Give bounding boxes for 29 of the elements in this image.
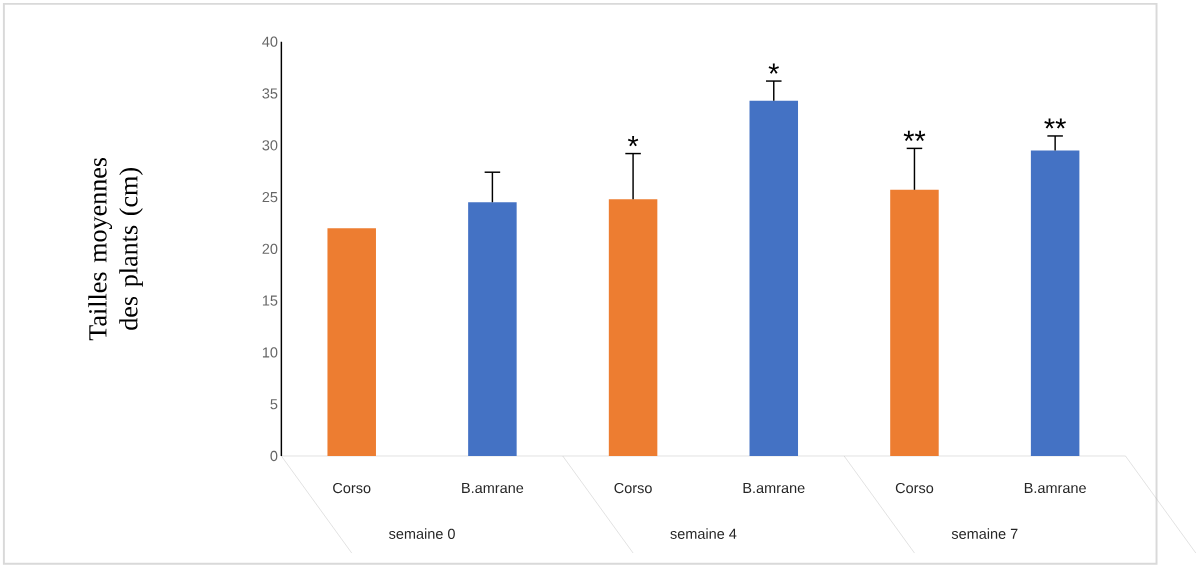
bar [890,190,939,457]
y-tick-label: 10 [262,347,278,358]
x-tick-label: Corso [614,483,652,494]
y-tick-label: 0 [270,451,278,462]
bar [1030,150,1080,457]
bar [327,228,376,457]
x-tick-label: B.amrane [743,483,805,494]
y-tick-label: 20 [262,243,278,255]
y-tick-label: 15 [262,295,278,306]
y-tick-label: 30 [262,140,278,151]
bar [468,202,517,457]
y-tick-label: 25 [262,192,278,203]
x-tick-label: B.amrane [1024,483,1086,494]
text: semaine 7 [951,528,1018,540]
x-tick-label: B.amrane [462,483,524,494]
text: semaine 0 [389,528,455,540]
bar [749,100,799,457]
y-tick-label: 5 [270,399,278,410]
x-tick-label: Corso [895,483,934,494]
bar [608,199,658,457]
annotation: * [768,63,779,74]
annotation: ** [1044,118,1066,129]
y-tick-label: 35 [262,88,278,99]
text: semaine 4 [670,528,737,540]
annotation: * [627,136,639,147]
y-tick-label: 40 [262,36,278,48]
annotation: ** [903,131,926,142]
y-axis-title: Tailles moyennes des plants (cm) [88,158,143,341]
x-tick-label: Corso [333,483,371,494]
